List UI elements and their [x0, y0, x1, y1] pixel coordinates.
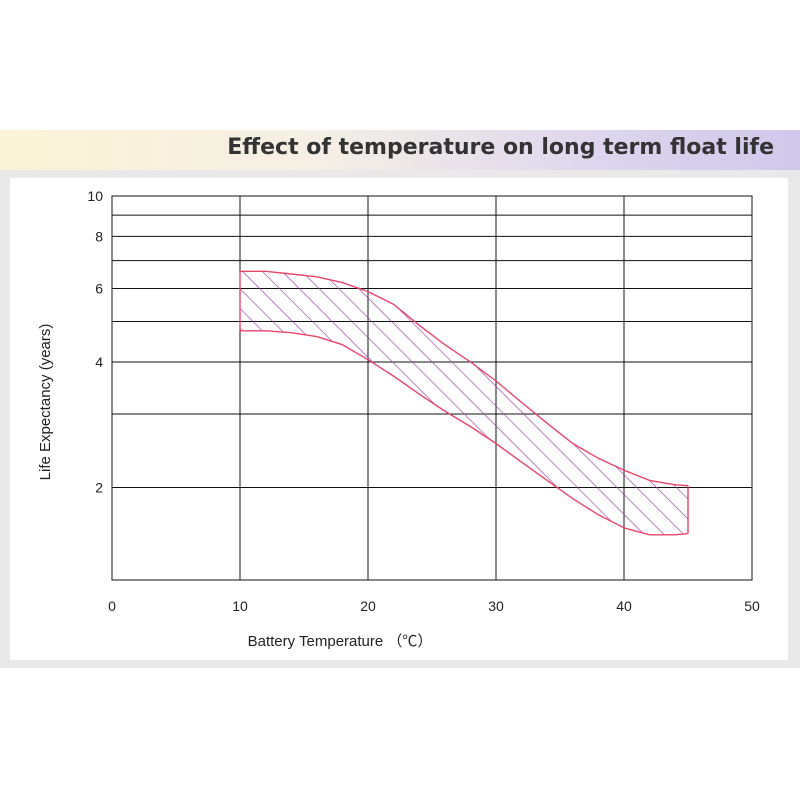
lower-series-line [240, 330, 689, 536]
y-tick-label: 10 [87, 188, 103, 204]
y-tick-label: 8 [95, 228, 103, 244]
y-axis-label: Life Expectancy (years) [37, 324, 54, 481]
chart-title: Effect of temperature on long term float… [227, 135, 774, 160]
x-tick-label: 10 [232, 598, 248, 614]
chart-panel: 0 10 20 30 40 50 10 8 6 4 2 Battery Temperature （℃… [0, 170, 800, 668]
y-tick-label: 6 [95, 281, 103, 297]
x-tick-label: 0 [108, 598, 116, 614]
x-tick-label: 30 [488, 598, 504, 614]
y-tick-label: 4 [95, 354, 103, 370]
chart-area: 0 10 20 30 40 50 10 8 6 4 2 Battery Temperature （℃… [10, 178, 788, 660]
x-axis-label: Battery Temperature （℃） [248, 633, 433, 650]
title-bar: Effect of temperature on long term float… [0, 130, 800, 170]
x-tick-label: 50 [744, 598, 760, 614]
x-tick-label: 20 [360, 598, 376, 614]
chart-svg: 0 10 20 30 40 50 10 8 6 4 2 Battery Temperature （℃… [37, 188, 760, 650]
upper-series-line [240, 270, 689, 487]
y-tick-label: 2 [95, 479, 103, 495]
life-band-hatch [240, 271, 688, 535]
x-tick-label: 40 [616, 598, 632, 614]
